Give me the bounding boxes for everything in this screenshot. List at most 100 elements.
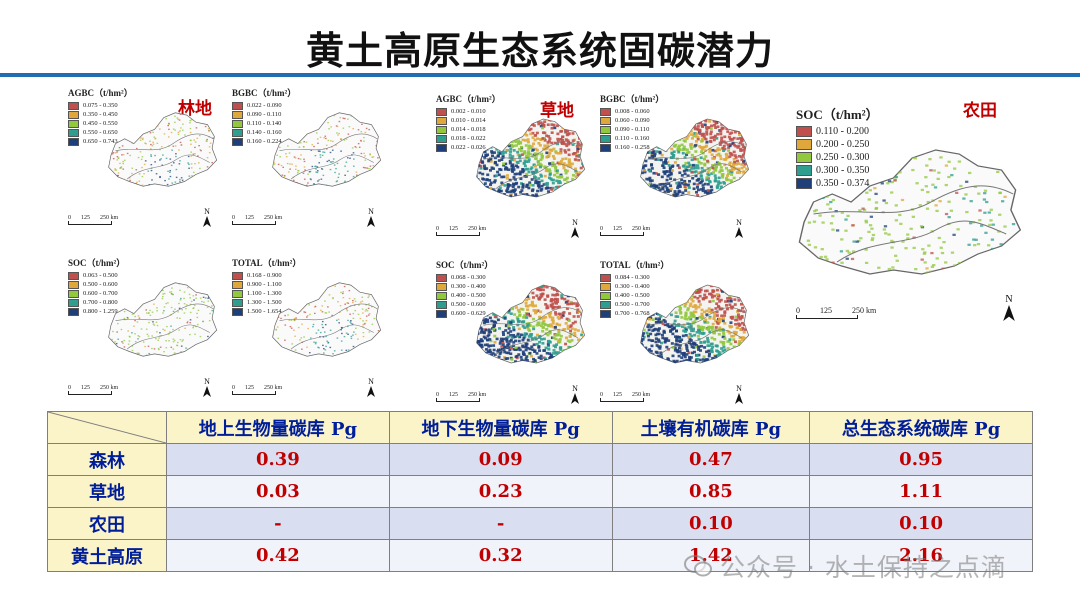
legend-title: BGBC（t/hm²） bbox=[600, 94, 665, 104]
loess-plateau-map bbox=[108, 112, 218, 187]
legend-item: 0.500 - 0.600 bbox=[436, 300, 493, 309]
map-legend: SOC（t/hm²） 0.063 - 0.500 0.500 - 0.600 0.60… bbox=[68, 256, 125, 316]
legend-swatch bbox=[232, 137, 243, 146]
group-label-forest: 林地 bbox=[178, 99, 212, 119]
north-arrow-shape bbox=[1003, 305, 1015, 321]
scale-tick-label: 0 bbox=[796, 306, 800, 315]
scale-tick-label: 0 bbox=[68, 215, 71, 221]
table-cell: 0.39 bbox=[166, 443, 390, 476]
legend-swatch bbox=[436, 282, 447, 291]
legend-title: SOC（t/hm²） bbox=[796, 107, 879, 122]
map-panel-forest-soc: SOC（t/hm²） 0.063 - 0.500 0.500 - 0.600 0.60… bbox=[64, 256, 219, 401]
table-cell: 0.03 bbox=[166, 475, 390, 508]
legend-swatch bbox=[600, 134, 611, 143]
legend-swatch bbox=[232, 289, 243, 298]
scale-bar: 0 125 250 km bbox=[796, 306, 876, 319]
legend-label: 0.250 - 0.300 bbox=[816, 152, 870, 163]
legend-swatch bbox=[68, 307, 79, 316]
legend-item: 0.110 - 0.200 bbox=[796, 125, 879, 138]
map-legend: TOTAL（t/hm²） 0.084 - 0.300 0.300 - 0.400 0.… bbox=[600, 258, 669, 318]
legend-item: 0.022 - 0.090 bbox=[232, 101, 296, 110]
north-arrow-shape bbox=[367, 386, 375, 397]
map-panel-grass-soc: SOC（t/hm²） 0.068 - 0.300 0.300 - 0.400 0.40… bbox=[432, 258, 587, 408]
legend-swatch bbox=[68, 128, 79, 137]
legend-swatch bbox=[600, 291, 611, 300]
legend-swatch bbox=[232, 119, 243, 128]
legend-item: 0.168 - 0.900 bbox=[232, 271, 301, 280]
legend-item: 0.075 - 0.350 bbox=[68, 101, 133, 110]
scale-line bbox=[796, 315, 858, 319]
scale-bar: 0 125 250 km bbox=[232, 385, 282, 395]
legend-item: 0.084 - 0.300 bbox=[600, 273, 669, 282]
table-cell: 0.85 bbox=[611, 475, 811, 508]
legend-label: 0.018 - 0.022 bbox=[451, 135, 486, 142]
legend-label: 0.110 - 0.200 bbox=[816, 126, 869, 137]
table-row: 黄土高原 0.42 0.32 1.42 2.16 bbox=[47, 539, 1033, 572]
legend-swatch bbox=[796, 178, 812, 189]
north-arrow-icon: N bbox=[203, 207, 211, 229]
legend-label: 0.060 - 0.090 bbox=[615, 117, 650, 124]
scale-tick-label: 0 bbox=[436, 392, 439, 398]
north-arrow-shape bbox=[367, 216, 375, 227]
watermark: 公众号 · 水土保持之点滴 bbox=[684, 548, 1007, 584]
scale-bar: 0 125 250 km bbox=[600, 392, 650, 402]
scale-tick-label: 250 km bbox=[632, 392, 651, 398]
scale-bar: 0 125 250 km bbox=[68, 385, 118, 395]
legend-label: 0.110 - 0.160 bbox=[615, 135, 650, 142]
legend-item: 0.700 - 0.768 bbox=[600, 309, 669, 318]
north-arrow-icon: N bbox=[735, 384, 743, 406]
legend-label: 0.800 - 1.259 bbox=[83, 308, 118, 315]
watermark-text: 公众号 · 水土保持之点滴 bbox=[720, 553, 1007, 582]
legend-swatch bbox=[68, 280, 79, 289]
scale-line bbox=[232, 391, 276, 395]
col-header-bgb: 地下生物量碳库 Pg bbox=[388, 411, 613, 444]
legend-item: 0.018 - 0.022 bbox=[436, 134, 501, 143]
map-legend: TOTAL（t/hm²） 0.168 - 0.900 0.900 - 1.100 1.… bbox=[232, 256, 301, 316]
legend-label: 0.110 - 0.140 bbox=[247, 120, 282, 127]
legend-item: 0.400 - 0.500 bbox=[600, 291, 669, 300]
scale-tick-label: 250 km bbox=[100, 215, 119, 221]
legend-label: 0.500 - 0.600 bbox=[451, 301, 486, 308]
legend-label: 0.500 - 0.600 bbox=[83, 281, 118, 288]
loess-plateau-map bbox=[272, 112, 382, 187]
scale-tick-label: 0 bbox=[232, 215, 235, 221]
group-label-grass: 草地 bbox=[540, 101, 574, 121]
legend-swatch bbox=[232, 271, 243, 280]
row-header: 森林 bbox=[47, 443, 167, 476]
table-cell: - bbox=[388, 507, 613, 540]
north-label: N bbox=[368, 377, 374, 386]
scale-tick-label: 125 bbox=[245, 215, 254, 221]
legend-label: 0.200 - 0.250 bbox=[816, 139, 870, 150]
table-header-row: 地上生物量碳库 Pg 地下生物量碳库 Pg 土壤有机碳库 Pg 总生态系统碳库 … bbox=[47, 411, 1033, 444]
table-cell: 0.42 bbox=[166, 539, 390, 572]
legend-swatch bbox=[600, 116, 611, 125]
legend-label: 0.090 - 0.110 bbox=[247, 111, 282, 118]
legend-item: 0.200 - 0.250 bbox=[796, 138, 879, 151]
diagonal-line bbox=[48, 412, 166, 443]
north-label: N bbox=[736, 384, 742, 393]
legend-item: 0.014 - 0.018 bbox=[436, 125, 501, 134]
legend-swatch bbox=[796, 165, 812, 176]
scale-tick-label: 250 km bbox=[852, 306, 877, 315]
legend-item: 0.060 - 0.090 bbox=[600, 116, 664, 125]
legend-item: 0.500 - 0.700 bbox=[600, 300, 669, 309]
legend-swatch bbox=[436, 273, 447, 282]
scale-tick-label: 125 bbox=[613, 226, 622, 232]
table-cell: 0.09 bbox=[388, 443, 613, 476]
table-cell: 0.23 bbox=[388, 475, 613, 508]
scale-bar: 0 125 250 km bbox=[600, 226, 650, 236]
scale-line bbox=[436, 232, 480, 236]
legend-label: 0.300 - 0.400 bbox=[615, 283, 650, 290]
north-label: N bbox=[368, 207, 374, 216]
scale-tick-label: 250 km bbox=[632, 226, 651, 232]
legend-item: 0.350 - 0.374 bbox=[796, 177, 879, 190]
map-panel-forest-bgbc: BGBC（t/hm²） 0.022 - 0.090 0.090 - 0.110 0.1… bbox=[228, 86, 383, 231]
legend-title: AGBC（t/hm²） bbox=[436, 94, 501, 104]
legend-label: 0.400 - 0.500 bbox=[615, 292, 650, 299]
legend-swatch bbox=[68, 289, 79, 298]
legend-label: 0.300 - 0.400 bbox=[451, 283, 486, 290]
map-legend: AGBC（t/hm²） 0.002 - 0.010 0.010 - 0.014 0.0… bbox=[436, 92, 501, 152]
legend-item: 0.800 - 1.259 bbox=[68, 307, 125, 316]
legend-swatch bbox=[436, 116, 447, 125]
wechat-icon bbox=[684, 555, 712, 577]
